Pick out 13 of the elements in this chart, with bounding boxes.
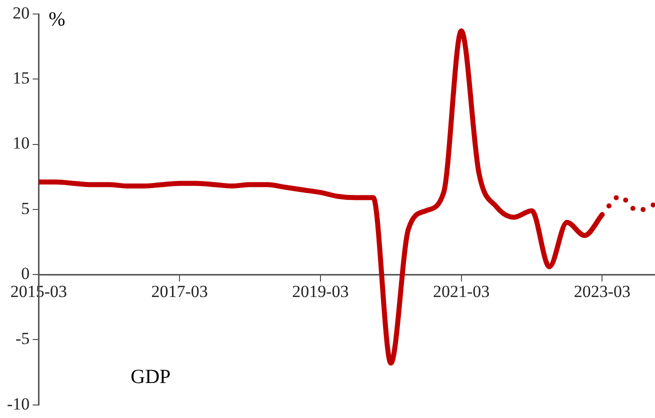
x-tick-label: 2019-03 [292, 282, 349, 302]
y-tick-label: -5 [15, 329, 30, 348]
x-tick-label: 2023-03 [574, 282, 631, 302]
annotation: GDP [130, 366, 171, 388]
y-tick-label: 5 [21, 198, 30, 218]
y-tick-label: 20 [12, 3, 30, 22]
y-tick-label: -10 [6, 394, 30, 414]
y-tick-label: 0 [21, 264, 30, 283]
y-tick-label: 10 [12, 134, 30, 153]
x-tick-label: 2021-03 [432, 282, 490, 302]
y-tick-label: 15 [12, 68, 30, 88]
y-axis-title: % [48, 8, 66, 30]
x-tick-label: 2017-03 [151, 282, 208, 302]
